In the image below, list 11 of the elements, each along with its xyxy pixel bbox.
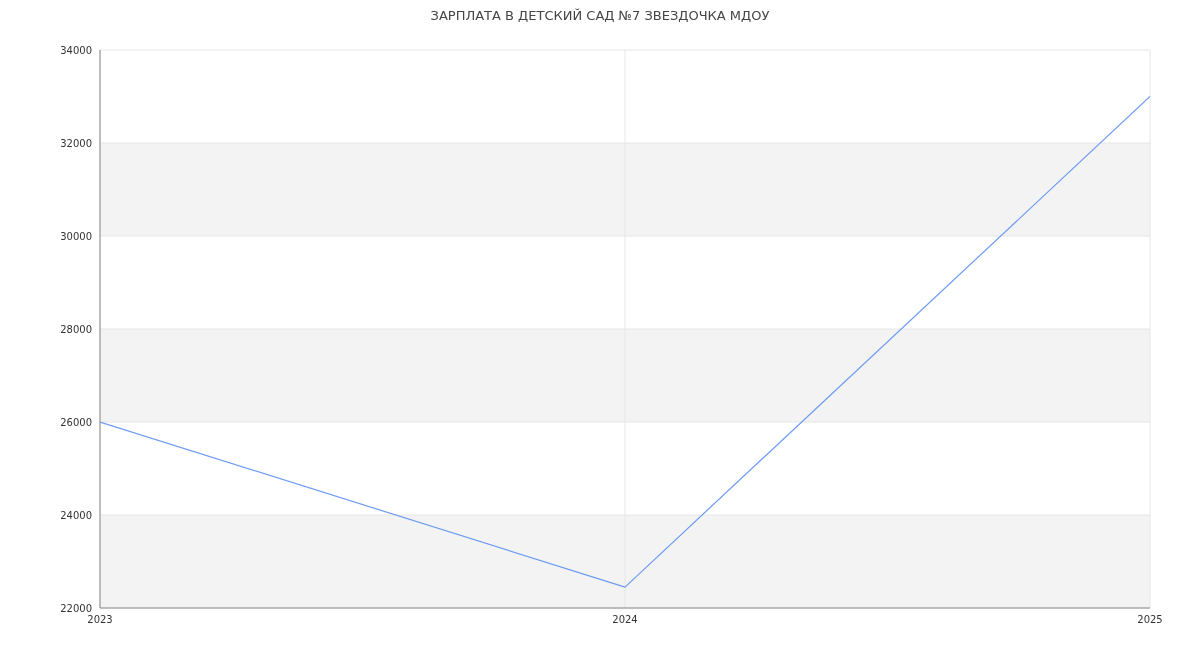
y-tick-label: 34000 — [60, 44, 92, 56]
y-tick-label: 22000 — [60, 602, 92, 614]
y-tick-label: 24000 — [60, 509, 92, 521]
x-tick-label: 2024 — [612, 614, 638, 626]
x-tick-label: 2025 — [1137, 614, 1163, 626]
x-tick-label: 2023 — [87, 614, 113, 626]
y-tick-label: 28000 — [60, 323, 92, 335]
y-tick-label: 30000 — [60, 230, 92, 242]
y-tick-label: 32000 — [60, 137, 92, 149]
chart-title: ЗАРПЛАТА В ДЕТСКИЙ САД №7 ЗВЕЗДОЧКА МДОУ — [429, 8, 771, 23]
y-tick-label: 26000 — [60, 416, 92, 428]
